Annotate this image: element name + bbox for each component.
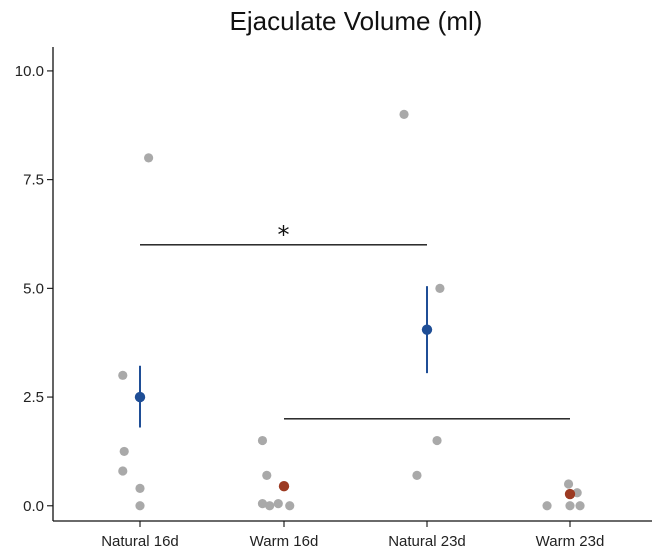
raw-data-point (575, 501, 585, 511)
y-tick-label: 2.5 (23, 389, 44, 406)
y-tick-label: 0.0 (23, 498, 44, 515)
raw-data-point (144, 153, 154, 163)
raw-data-point (119, 446, 129, 457)
x-tick-label: Natural 23d (388, 533, 466, 547)
x-axis: Natural 16d Warm 16d Natural 23d Warm 23d (53, 520, 652, 547)
y-axis: 0.0 2.5 5.0 7.5 10.0 (15, 47, 54, 521)
mean-error-bars (134, 286, 576, 500)
raw-data-point (563, 479, 574, 489)
raw-data-point (262, 470, 272, 480)
raw-data-point (399, 109, 409, 120)
significance-label: * (278, 221, 290, 249)
raw-data-point (542, 501, 552, 511)
x-tick-label: Natural 16d (101, 533, 179, 547)
raw-data-point (135, 501, 145, 511)
mean-point (278, 481, 290, 492)
y-tick-label: 7.5 (23, 172, 44, 189)
raw-data-point (257, 499, 268, 509)
x-tick-label: Warm 23d (536, 533, 605, 547)
raw-data-point (435, 283, 445, 293)
raw-data-point (565, 501, 575, 511)
raw-data-point (118, 370, 128, 380)
raw-data-point (135, 483, 145, 493)
raw-points (118, 109, 585, 511)
x-tick-label: Warm 16d (250, 533, 319, 547)
raw-data-point (412, 470, 422, 480)
raw-data-point (265, 501, 275, 511)
raw-data-point (273, 499, 283, 509)
raw-data-point (257, 435, 268, 446)
chart-title: Ejaculate Volume (ml) (230, 6, 483, 36)
raw-data-point (118, 466, 128, 476)
mean-point (564, 488, 576, 500)
y-tick-label: 5.0 (23, 280, 44, 297)
y-tick-label: 10.0 (15, 63, 44, 80)
raw-data-point (432, 435, 442, 446)
mean-point (421, 324, 433, 335)
significance-brackets: * (140, 221, 570, 420)
mean-point (134, 391, 146, 403)
raw-data-point (285, 501, 295, 511)
